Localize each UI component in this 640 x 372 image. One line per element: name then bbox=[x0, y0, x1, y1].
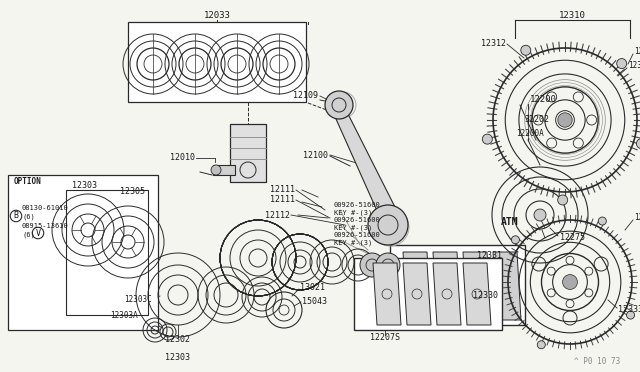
Bar bbox=[354, 258, 502, 330]
Text: 12303A: 12303A bbox=[110, 311, 138, 321]
Circle shape bbox=[521, 45, 531, 55]
Text: B: B bbox=[13, 212, 19, 221]
Bar bbox=[8, 175, 158, 330]
Bar bbox=[128, 22, 306, 102]
Text: 08130-61010: 08130-61010 bbox=[22, 205, 68, 211]
Circle shape bbox=[360, 253, 384, 277]
Text: 12310A: 12310A bbox=[628, 61, 640, 71]
Text: 12200: 12200 bbox=[530, 96, 557, 105]
Polygon shape bbox=[433, 252, 461, 320]
Text: 12275: 12275 bbox=[560, 234, 585, 243]
Bar bbox=[66, 190, 148, 315]
Text: 13021: 13021 bbox=[300, 282, 325, 292]
Text: 12333: 12333 bbox=[618, 305, 640, 314]
Text: 12310A: 12310A bbox=[634, 214, 640, 222]
Text: 12033: 12033 bbox=[204, 12, 230, 20]
Text: 12112: 12112 bbox=[265, 211, 290, 219]
Text: 12330: 12330 bbox=[473, 291, 498, 299]
Text: 12207S: 12207S bbox=[370, 334, 400, 343]
Polygon shape bbox=[433, 263, 461, 325]
Text: ATM: ATM bbox=[501, 217, 519, 227]
Text: 12111: 12111 bbox=[270, 186, 295, 195]
Bar bbox=[213, 165, 235, 175]
Circle shape bbox=[617, 58, 627, 68]
Polygon shape bbox=[230, 124, 266, 182]
Circle shape bbox=[563, 275, 577, 289]
Text: 12303: 12303 bbox=[166, 353, 191, 362]
Polygon shape bbox=[463, 263, 491, 325]
Text: 00926-51600: 00926-51600 bbox=[334, 202, 381, 208]
Polygon shape bbox=[403, 252, 431, 320]
Text: 12303C: 12303C bbox=[124, 295, 152, 305]
Text: 12310: 12310 bbox=[559, 10, 586, 19]
Text: 12302: 12302 bbox=[166, 336, 191, 344]
Text: 00926-51600: 00926-51600 bbox=[334, 232, 381, 238]
Circle shape bbox=[325, 91, 353, 119]
Text: OPTION: OPTION bbox=[14, 177, 42, 186]
Circle shape bbox=[534, 209, 546, 221]
Text: 12312: 12312 bbox=[481, 39, 506, 48]
Text: KEY #-(3): KEY #-(3) bbox=[334, 225, 372, 231]
Text: KEY #-(3): KEY #-(3) bbox=[334, 240, 372, 246]
Text: 08915-13610: 08915-13610 bbox=[22, 223, 68, 229]
Circle shape bbox=[211, 165, 221, 175]
Text: 12305: 12305 bbox=[120, 187, 145, 196]
Text: 32202: 32202 bbox=[524, 115, 549, 125]
Circle shape bbox=[376, 253, 400, 277]
Circle shape bbox=[557, 195, 568, 205]
Text: 12010: 12010 bbox=[170, 154, 195, 163]
Text: ^ P0 10 73: ^ P0 10 73 bbox=[573, 357, 620, 366]
Bar bbox=[390, 245, 525, 325]
Text: (6): (6) bbox=[22, 214, 35, 220]
Text: 00926-51600: 00926-51600 bbox=[334, 217, 381, 223]
Circle shape bbox=[483, 134, 492, 144]
Circle shape bbox=[636, 139, 640, 149]
Text: 12310E: 12310E bbox=[634, 48, 640, 57]
Circle shape bbox=[538, 341, 545, 349]
Text: 15043: 15043 bbox=[302, 296, 327, 305]
Polygon shape bbox=[493, 252, 521, 320]
Circle shape bbox=[368, 205, 408, 245]
Circle shape bbox=[511, 236, 520, 244]
Circle shape bbox=[558, 113, 572, 127]
Text: (6): (6) bbox=[22, 232, 35, 238]
Polygon shape bbox=[463, 252, 491, 320]
Text: 12100: 12100 bbox=[303, 151, 328, 160]
Text: 12303: 12303 bbox=[72, 180, 97, 189]
Text: 12109: 12109 bbox=[293, 92, 318, 100]
Text: 12200A: 12200A bbox=[516, 128, 544, 138]
Text: V: V bbox=[35, 228, 40, 237]
Circle shape bbox=[598, 217, 606, 225]
Polygon shape bbox=[403, 263, 431, 325]
Text: 12111: 12111 bbox=[270, 196, 295, 205]
Circle shape bbox=[627, 311, 634, 319]
Text: KEY #-(3): KEY #-(3) bbox=[334, 210, 372, 216]
Polygon shape bbox=[332, 110, 398, 213]
Text: 12331: 12331 bbox=[477, 250, 502, 260]
Polygon shape bbox=[373, 263, 401, 325]
